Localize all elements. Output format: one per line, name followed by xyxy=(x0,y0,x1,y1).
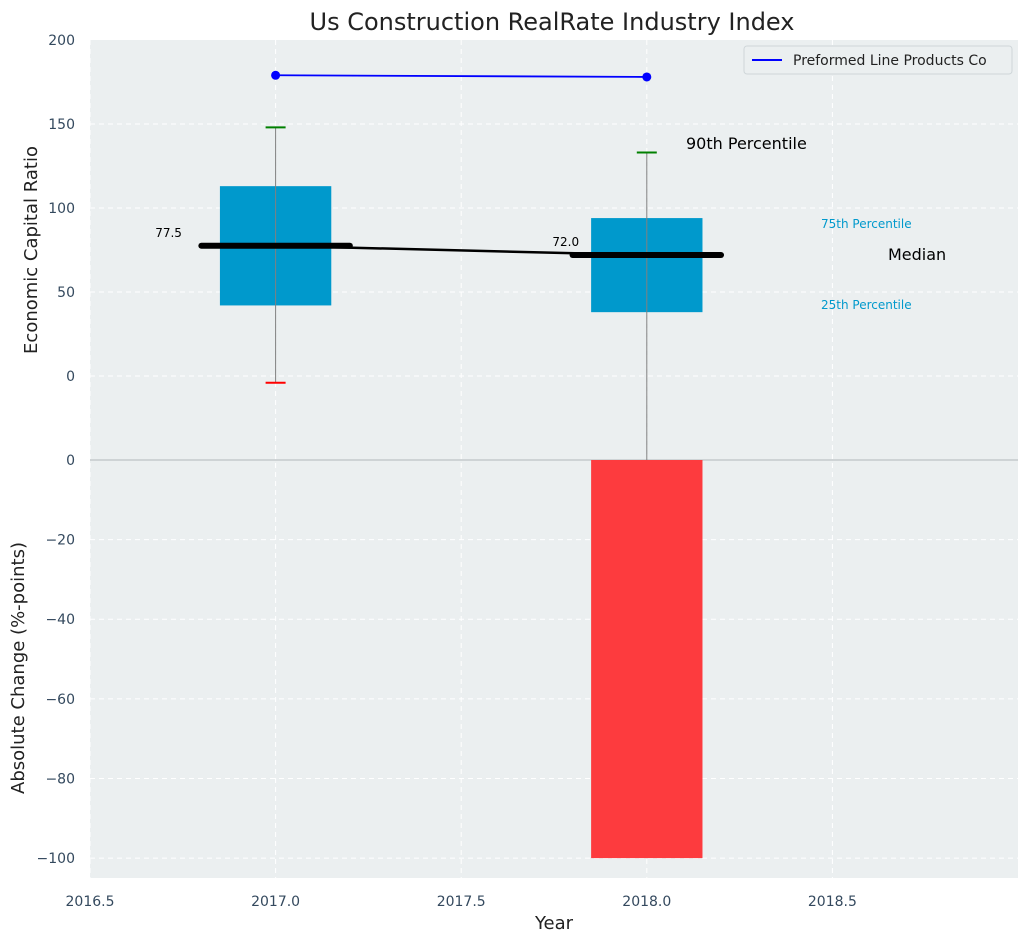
company-point xyxy=(642,72,652,82)
axis-ticks: 2016.5 2017.0 2017.5 2018.0 2018.5 200 150 100 5… xyxy=(37,33,857,910)
change-bars xyxy=(591,460,703,859)
x-tick-label: 2018.5 xyxy=(808,894,857,910)
bottom-plot-area xyxy=(90,460,1018,878)
median-trend-line xyxy=(275,244,647,257)
legend-entry-company: Preformed Line Products Co xyxy=(793,53,987,69)
bottom-y-axis-label: Absolute Change (%-points) xyxy=(8,542,29,794)
bottom-y-tick-label: −20 xyxy=(45,533,75,549)
top-y-tick-label: 50 xyxy=(57,285,75,301)
top-y-tick-label: 100 xyxy=(48,201,75,217)
company-series xyxy=(271,70,652,82)
bottom-y-tick-label: −100 xyxy=(37,851,75,867)
median-value-label: 77.5 xyxy=(155,226,182,240)
top-y-axis-label: Economic Capital Ratio xyxy=(21,146,42,354)
change-bar xyxy=(591,460,703,859)
top-y-tick-label: 150 xyxy=(48,117,75,133)
median-value-label: 72.0 xyxy=(552,235,579,249)
annotation-25th-percentile: 25th Percentile xyxy=(821,298,912,312)
top-y-tick-label: 200 xyxy=(48,33,75,49)
bottom-y-tick-label: −60 xyxy=(45,692,75,708)
percentile-boxes: 77.5 72.0 xyxy=(155,126,725,460)
x-axis-label: Year xyxy=(534,913,574,934)
top-y-tick-label: 0 xyxy=(66,453,75,469)
x-tick-label: 2017.0 xyxy=(251,894,300,910)
x-tick-label: 2016.5 xyxy=(66,894,115,910)
x-tick-label: 2017.5 xyxy=(437,894,486,910)
legend: Preformed Line Products Co xyxy=(743,45,1013,75)
annotation-75th-percentile: 75th Percentile xyxy=(821,217,912,231)
top-y-tick-label: 0 xyxy=(66,369,75,385)
company-point xyxy=(271,70,281,80)
percentile-annotations: 90th Percentile 75th Percentile Median 25th… xyxy=(686,134,946,312)
x-tick-label: 2018.0 xyxy=(622,894,671,910)
chart-title: Us Construction RealRate Industry Index xyxy=(310,8,795,36)
bottom-y-tick-label: −40 xyxy=(45,612,75,628)
bottom-y-tick-label: −80 xyxy=(45,771,75,787)
annotation-90th-percentile: 90th Percentile xyxy=(686,134,807,153)
legend-box xyxy=(743,45,1013,75)
company-line xyxy=(275,74,647,78)
annotation-median: Median xyxy=(888,245,946,264)
